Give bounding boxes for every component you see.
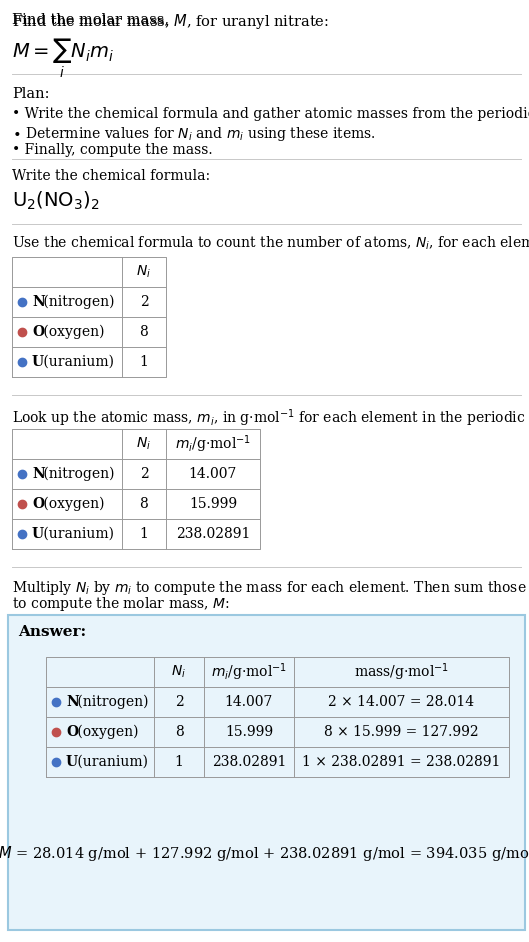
- Text: 15.999: 15.999: [225, 725, 273, 739]
- Text: Write the chemical formula:: Write the chemical formula:: [12, 169, 210, 183]
- Text: Answer:: Answer:: [18, 625, 86, 639]
- Text: Find the molar mass,: Find the molar mass,: [12, 12, 174, 26]
- Text: (oxygen): (oxygen): [39, 325, 105, 339]
- Text: Look up the atomic mass, $m_i$, in g$\cdot$mol$^{-1}$ for each element in the pe: Look up the atomic mass, $m_i$, in g$\cd…: [12, 407, 529, 429]
- Text: Find the molar mass, $M$, for uranyl nitrate:: Find the molar mass, $M$, for uranyl nit…: [12, 12, 329, 31]
- Text: U: U: [32, 355, 44, 369]
- Text: (nitrogen): (nitrogen): [73, 695, 149, 709]
- Text: O: O: [32, 497, 44, 511]
- Text: N: N: [66, 695, 79, 709]
- Text: 1: 1: [140, 527, 149, 541]
- Text: (uranium): (uranium): [39, 527, 114, 541]
- Text: 2: 2: [140, 467, 148, 481]
- Text: (oxygen): (oxygen): [39, 496, 105, 512]
- Text: 8: 8: [140, 497, 148, 511]
- Text: (oxygen): (oxygen): [73, 724, 139, 739]
- Text: U: U: [32, 527, 44, 541]
- Text: $N_i$: $N_i$: [136, 264, 151, 280]
- Text: mass/g$\cdot$mol$^{-1}$: mass/g$\cdot$mol$^{-1}$: [354, 661, 449, 683]
- Text: O: O: [66, 725, 78, 739]
- Text: $m_i$/g$\cdot$mol$^{-1}$: $m_i$/g$\cdot$mol$^{-1}$: [211, 661, 287, 683]
- FancyBboxPatch shape: [8, 615, 525, 930]
- Text: N: N: [32, 295, 45, 309]
- Text: O: O: [32, 325, 44, 339]
- Text: $M = \sum_i N_i m_i$: $M = \sum_i N_i m_i$: [12, 37, 114, 80]
- Text: to compute the molar mass, $M$:: to compute the molar mass, $M$:: [12, 595, 230, 613]
- Text: $N_i$: $N_i$: [171, 664, 187, 680]
- Text: Use the chemical formula to count the number of atoms, $N_i$, for each element:: Use the chemical formula to count the nu…: [12, 235, 529, 252]
- Text: (nitrogen): (nitrogen): [39, 295, 115, 309]
- Text: Plan:: Plan:: [12, 87, 50, 101]
- Text: 8 × 15.999 = 127.992: 8 × 15.999 = 127.992: [324, 725, 479, 739]
- Text: • Finally, compute the mass.: • Finally, compute the mass.: [12, 143, 213, 157]
- Text: 8: 8: [175, 725, 184, 739]
- Text: $N_i$: $N_i$: [136, 436, 151, 452]
- Text: U: U: [66, 755, 78, 769]
- Text: 2 × 14.007 = 28.014: 2 × 14.007 = 28.014: [329, 695, 475, 709]
- Text: $M$ = 28.014 g/mol + 127.992 g/mol + 238.02891 g/mol = 394.035 g/mol: $M$ = 28.014 g/mol + 127.992 g/mol + 238…: [0, 844, 529, 863]
- Text: • Write the chemical formula and gather atomic masses from the periodic table.: • Write the chemical formula and gather …: [12, 107, 529, 121]
- Text: Multiply $N_i$ by $m_i$ to compute the mass for each element. Then sum those val: Multiply $N_i$ by $m_i$ to compute the m…: [12, 579, 529, 597]
- Text: 1: 1: [140, 355, 149, 369]
- Text: $m_i$/g$\cdot$mol$^{-1}$: $m_i$/g$\cdot$mol$^{-1}$: [175, 433, 251, 455]
- Text: 1 × 238.02891 = 238.02891: 1 × 238.02891 = 238.02891: [302, 755, 500, 769]
- Text: N: N: [32, 467, 45, 481]
- Text: $\mathrm{U_2(NO_3)_2}$: $\mathrm{U_2(NO_3)_2}$: [12, 190, 100, 212]
- Text: 238.02891: 238.02891: [212, 755, 286, 769]
- Text: 2: 2: [175, 695, 184, 709]
- Text: 14.007: 14.007: [225, 695, 273, 709]
- Text: 1: 1: [175, 755, 184, 769]
- Text: (uranium): (uranium): [73, 755, 148, 769]
- Text: 2: 2: [140, 295, 148, 309]
- Text: (nitrogen): (nitrogen): [39, 467, 115, 481]
- Text: (uranium): (uranium): [39, 355, 114, 369]
- Text: 238.02891: 238.02891: [176, 527, 250, 541]
- Text: 8: 8: [140, 325, 148, 339]
- Text: $\bullet$ Determine values for $N_i$ and $m_i$ using these items.: $\bullet$ Determine values for $N_i$ and…: [12, 125, 376, 143]
- Text: 15.999: 15.999: [189, 497, 237, 511]
- Text: 14.007: 14.007: [189, 467, 237, 481]
